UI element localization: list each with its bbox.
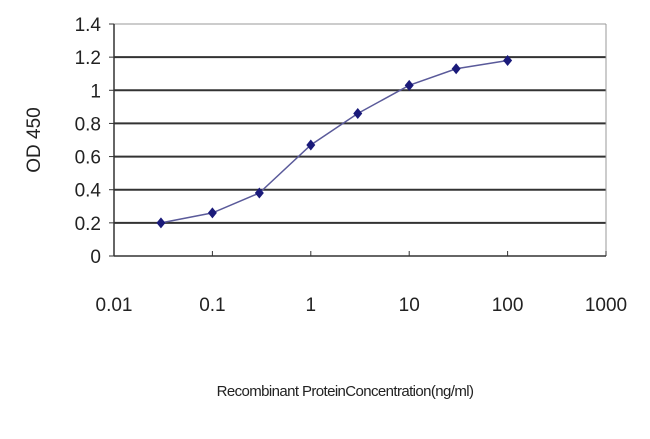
data-point: [156, 217, 166, 229]
y-axis-label: OD 450: [24, 107, 45, 172]
y-tick-label: 0.8: [75, 114, 101, 135]
x-tick-labels: 0.01 0.1 1 10 100 1000: [96, 295, 628, 316]
x-tick-label: 100: [492, 295, 524, 316]
data-point: [306, 139, 316, 151]
x-tick-label: 1000: [585, 295, 627, 316]
axes: [109, 23, 607, 257]
x-tick-label: 1: [306, 295, 317, 316]
data-point: [254, 187, 264, 199]
x-axis-label: Recombinant ProteinConcentration(ng/ml): [217, 383, 474, 400]
x-tick-label: 10: [399, 295, 420, 316]
series: [156, 54, 513, 229]
data-point: [451, 63, 461, 75]
data-point: [353, 107, 363, 119]
x-tick-label: 0.01: [96, 295, 133, 316]
y-tick-label: 1.2: [75, 48, 101, 69]
series-line: [160, 59, 508, 224]
x-tick-label: 0.1: [199, 295, 225, 316]
y-tick-label: 1.4: [75, 15, 102, 36]
gridlines: [114, 23, 606, 224]
y-tick-label: 0: [90, 247, 101, 268]
data-point: [503, 54, 513, 66]
y-tick-label: 0.2: [75, 214, 101, 235]
y-tick-label: 0.6: [75, 148, 101, 169]
data-point: [207, 207, 217, 219]
y-tick-label: 1: [90, 81, 101, 102]
y-tick-labels: 0 0.2 0.4 0.6 0.8 1 1.2 1.4: [75, 15, 102, 268]
y-tick-label: 0.4: [75, 181, 102, 202]
data-point: [404, 79, 414, 91]
